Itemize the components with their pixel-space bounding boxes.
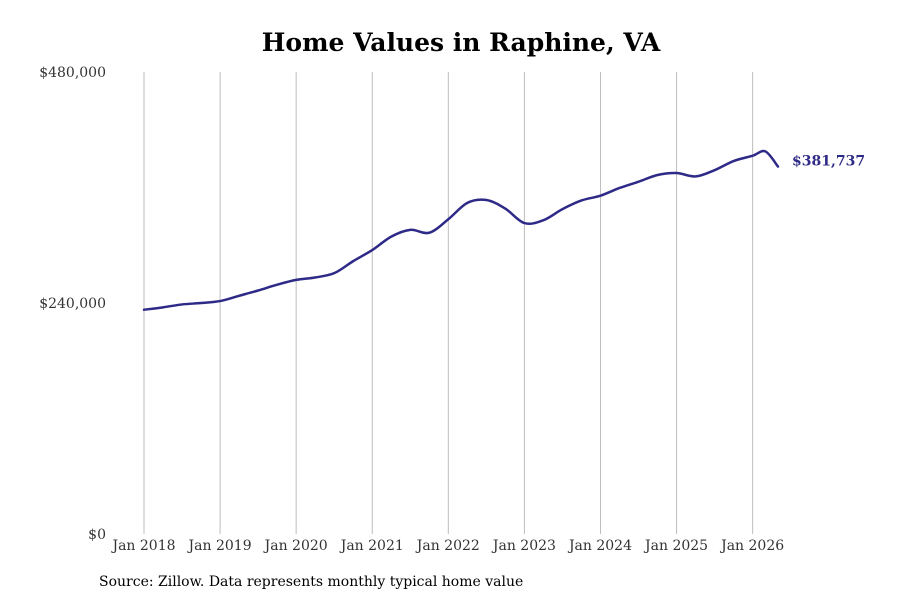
series-line-0 xyxy=(142,149,780,311)
x-tick-label: Jan 2022 xyxy=(415,538,480,554)
y-axis-ticks: $0 $240,000 $480,000 xyxy=(39,65,106,543)
x-tick-label: Jan 2023 xyxy=(491,538,556,554)
y-tick-label: $480,000 xyxy=(39,65,106,81)
end-value-label: $381,737 xyxy=(792,154,865,170)
y-tick-label: $240,000 xyxy=(39,296,106,312)
x-tick-label: Jan 2024 xyxy=(567,538,632,554)
chart-title: Home Values in Raphine, VA xyxy=(261,28,661,57)
grid-lines xyxy=(143,72,754,534)
x-axis-ticks: Jan 2018 Jan 2019 Jan 2020 Jan 2021 Jan 2022… xyxy=(110,538,784,554)
x-tick-label: Jan 2018 xyxy=(110,538,175,554)
x-tick-label: Jan 2025 xyxy=(643,538,708,554)
annotation-layer: $381,737 xyxy=(792,154,865,170)
y-tick-label: $0 xyxy=(88,527,106,543)
x-tick-label: Jan 2026 xyxy=(719,538,784,554)
x-tick-label: Jan 2019 xyxy=(187,538,252,554)
series-layer xyxy=(142,149,780,311)
source-note: Source: Zillow. Data represents monthly … xyxy=(99,574,524,590)
x-tick-label: Jan 2020 xyxy=(263,538,328,554)
x-tick-label: Jan 2021 xyxy=(339,538,404,554)
